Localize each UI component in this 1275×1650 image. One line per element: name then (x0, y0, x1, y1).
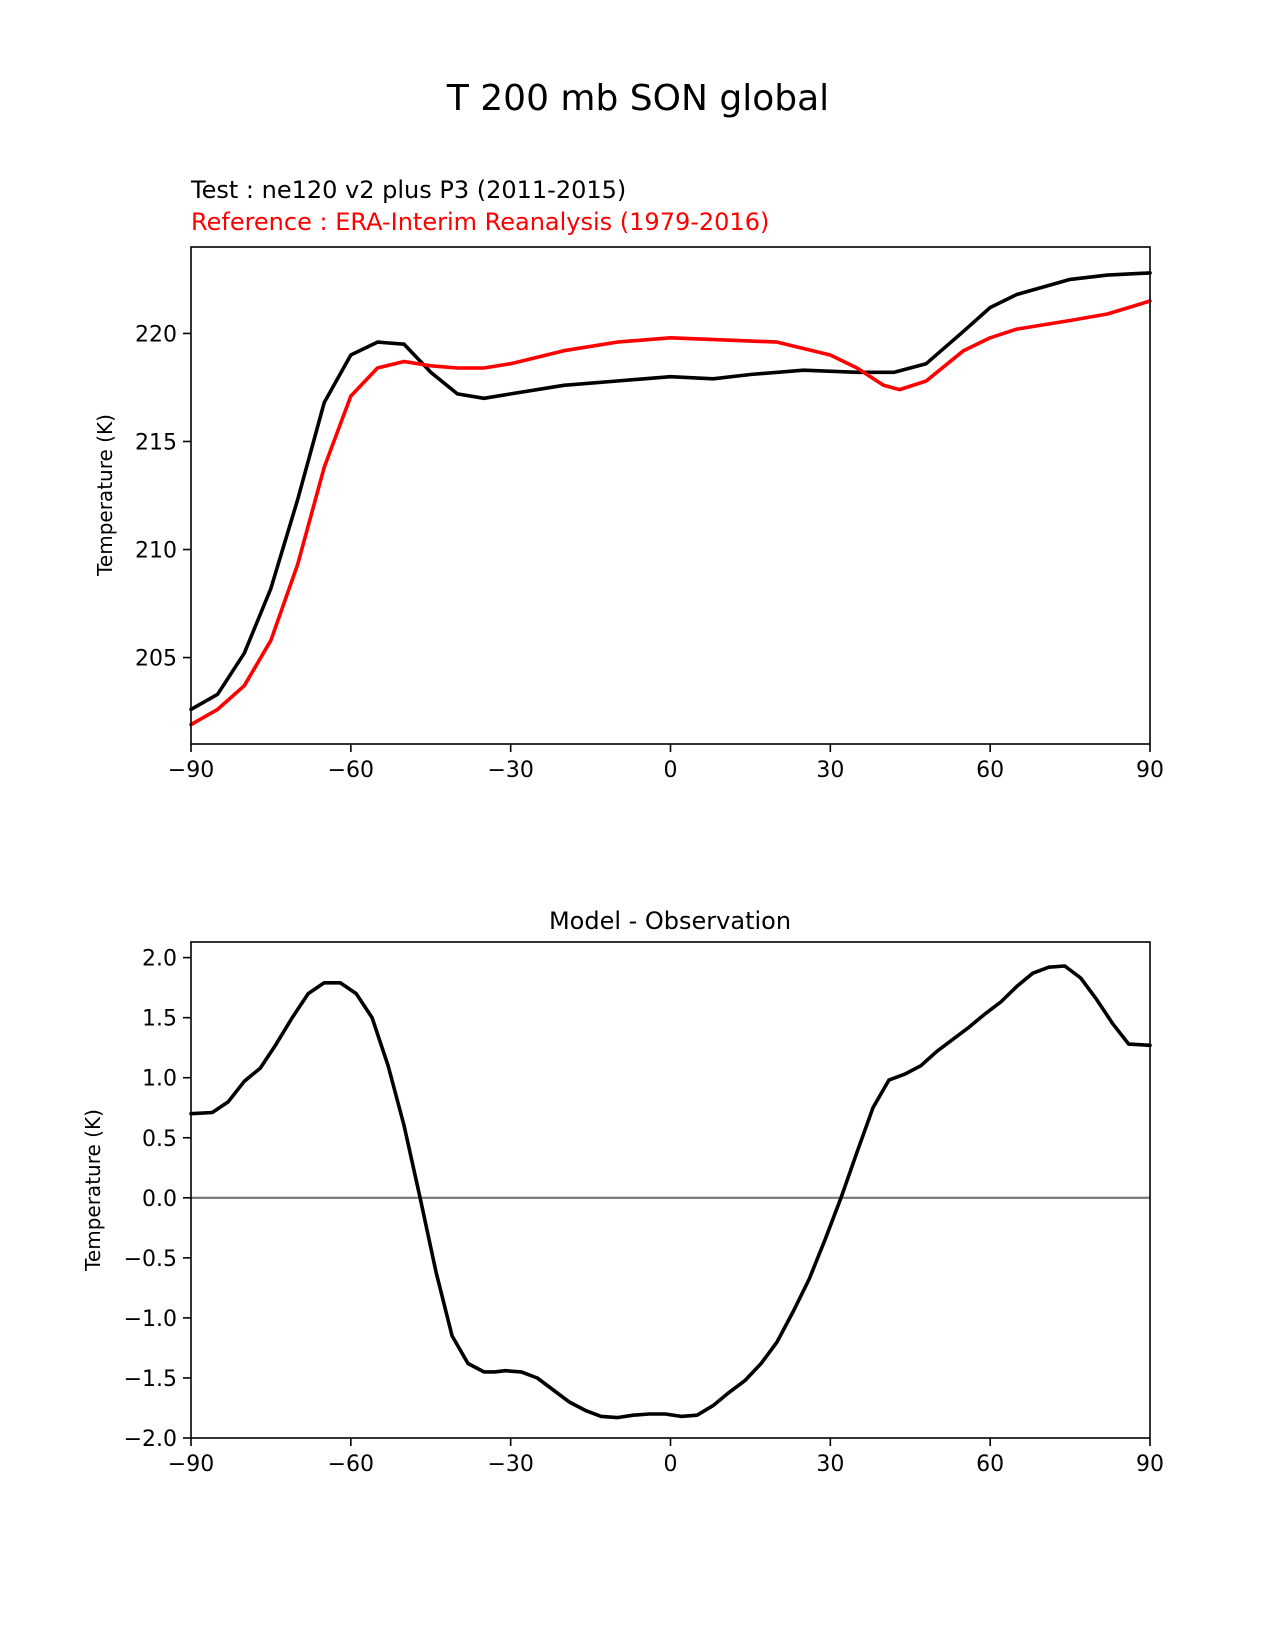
y-tick-label: 0.5 (142, 1127, 177, 1152)
y-tick-label: 1.5 (142, 1007, 177, 1032)
x-tick-label: 30 (816, 1452, 844, 1477)
axes-frame (190, 941, 1151, 1439)
difference-panel: Model - Observation −90 −60 −30 0 30 60 90 −2.0… (81, 907, 1164, 1477)
x-tick-label: 60 (976, 758, 1004, 783)
x-tick-label: −30 (487, 758, 533, 783)
y-tick-label: 220 (135, 322, 177, 347)
y-axis-label: Temperature (K) (93, 414, 117, 577)
temperature-panel: Test : ne120 v2 plus P3 (2011-2015) Refe… (93, 176, 1164, 783)
x-tick-label: −60 (328, 1452, 374, 1477)
series-line-1 (189, 299, 1152, 727)
y-tick-label: 210 (135, 539, 177, 564)
series-line-0 (189, 964, 1152, 1420)
y-axis-label: Temperature (K) (81, 1109, 105, 1272)
y-tick-label: −1.5 (124, 1367, 177, 1392)
x-tick-label: −90 (168, 758, 214, 783)
y-tick-label: −2.0 (124, 1427, 177, 1452)
y-tick-label: 215 (135, 430, 177, 455)
x-tick-label: 0 (664, 758, 678, 783)
difference-title: Model - Observation (549, 907, 791, 935)
y-tick-label: 205 (135, 647, 177, 672)
y-tick-label: 0.0 (142, 1187, 177, 1212)
x-tick-label: 30 (816, 758, 844, 783)
x-tick-label: −30 (487, 1452, 533, 1477)
reference-title: Reference : ERA-Interim Reanalysis (1979… (191, 208, 769, 236)
x-tick-label: 60 (976, 1452, 1004, 1477)
x-tick-label: −60 (328, 758, 374, 783)
x-tick-label: 90 (1136, 1452, 1164, 1477)
y-tick-label: −0.5 (124, 1247, 177, 1272)
x-tick-label: 90 (1136, 758, 1164, 783)
x-tick-label: −90 (168, 1452, 214, 1477)
axes-frame (190, 246, 1151, 745)
y-tick-label: 2.0 (142, 947, 177, 972)
x-tick-label: 0 (664, 1452, 678, 1477)
series-line-0 (189, 271, 1152, 712)
y-tick-label: −1.0 (124, 1307, 177, 1332)
figure-title: T 200 mb SON global (446, 78, 829, 119)
test-title: Test : ne120 v2 plus P3 (2011-2015) (190, 176, 626, 204)
y-tick-label: 1.0 (142, 1067, 177, 1092)
